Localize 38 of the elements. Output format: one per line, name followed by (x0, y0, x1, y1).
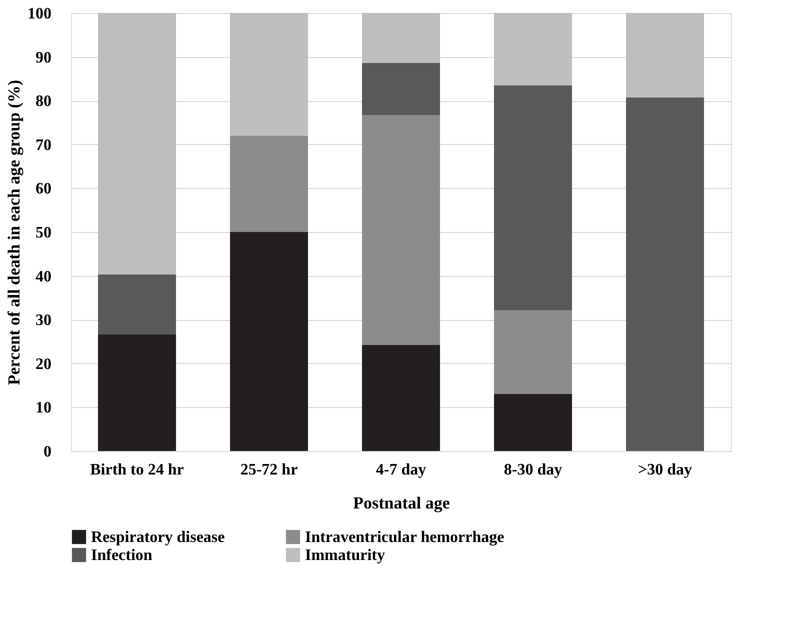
y-tick-label: 90 (36, 49, 52, 66)
bar (98, 274, 176, 334)
x-tick-label: 25-72 hr (240, 462, 298, 478)
y-tick-label: 20 (36, 356, 52, 373)
bar (230, 232, 308, 451)
y-tick-label: 80 (36, 93, 52, 110)
y-tick-label: 50 (36, 224, 52, 242)
bar (362, 13, 440, 63)
x-tick-label: 4-7 day (376, 462, 426, 478)
x-tick-label: Birth to 24 hr (90, 462, 184, 478)
y-axis-title: Percent of all death in each age group (%) (4, 80, 24, 386)
bar (494, 13, 572, 86)
x-tick-label: >30 day (638, 462, 692, 478)
bar (362, 62, 440, 116)
legend-label: Immaturity (305, 547, 385, 564)
bar (362, 345, 440, 451)
x-tick-label: 8-30 day (504, 462, 562, 478)
y-tick-label: 30 (36, 312, 52, 330)
bar (230, 13, 308, 136)
x-axis-title: Postnatal age (353, 494, 450, 512)
y-tick-label: 60 (36, 180, 52, 198)
legend-label: Respiratory disease (91, 529, 225, 546)
y-tick-label: 100 (28, 6, 52, 22)
bar (494, 310, 572, 394)
y-tick-label: 10 (36, 400, 52, 417)
bar (98, 334, 176, 451)
y-tick-label: 70 (36, 136, 52, 154)
bar (494, 394, 572, 451)
legend-label: Infection (91, 547, 152, 564)
bar (362, 115, 440, 346)
bar (98, 13, 176, 274)
legend-label: Intraventricular hemorrhage (305, 529, 504, 546)
y-tick-label: 40 (36, 268, 52, 286)
y-tick-label: 0 (44, 444, 52, 460)
bar (494, 85, 572, 310)
bar (626, 13, 704, 98)
bar (626, 98, 704, 451)
bar (230, 136, 308, 232)
